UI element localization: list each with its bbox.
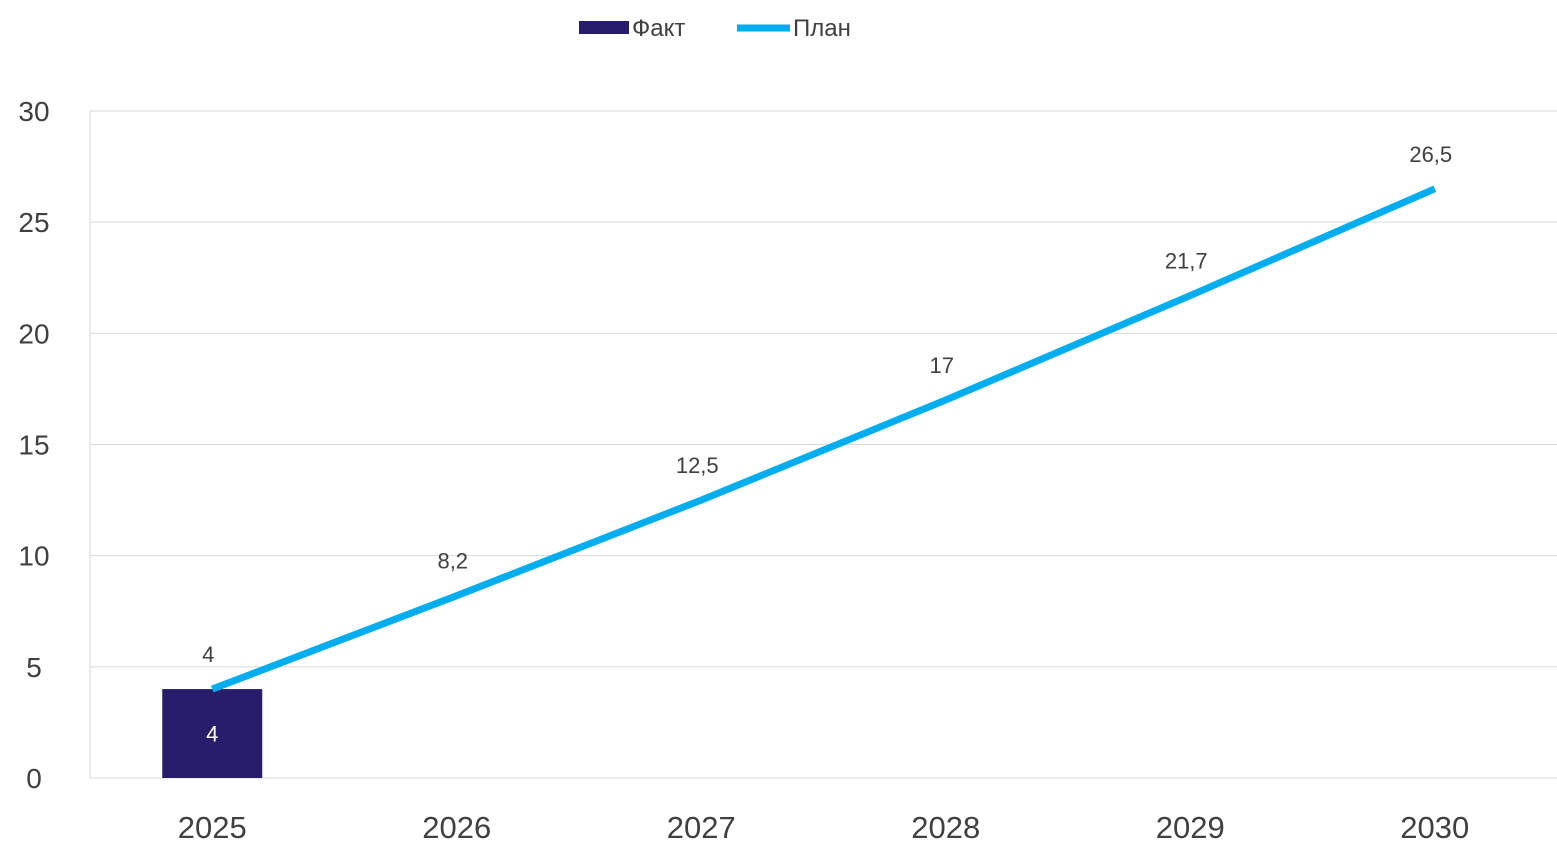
legend-label-fakt: Факт — [632, 15, 685, 42]
y-tick-label: 0 — [26, 763, 42, 794]
line-data-label: 21,7 — [1165, 249, 1208, 274]
legend: Факт План — [579, 15, 851, 42]
legend-swatch-fakt — [579, 21, 629, 34]
legend-label-plan: План — [793, 15, 851, 42]
bar-data-label: 4 — [206, 722, 218, 747]
plan-point — [1434, 188, 1436, 190]
x-tick-label: 2025 — [178, 810, 247, 840]
line-series-plan — [211, 185, 1437, 693]
y-tick-label: 5 — [26, 652, 42, 683]
x-tick-label: 2028 — [911, 810, 980, 840]
y-axis-ticks: 0 5 10 15 20 25 30 — [18, 96, 49, 794]
x-tick-label: 2027 — [667, 810, 736, 840]
y-tick-label: 20 — [18, 318, 49, 349]
plan-point — [211, 688, 213, 690]
plan-point — [456, 595, 458, 597]
plan-line — [211, 185, 1437, 693]
bar — [162, 689, 263, 778]
data-labels: 4 4 8,2 12,5 17 21,7 26,5 — [202, 142, 1452, 747]
x-tick-label: 2029 — [1156, 810, 1225, 840]
line-data-label: 8,2 — [437, 549, 468, 574]
plan-point — [945, 399, 947, 401]
x-axis-ticks: 2025 2026 2027 2028 2029 2030 — [178, 810, 1469, 845]
y-tick-label: 15 — [18, 430, 49, 461]
x-tick-label: 2030 — [1400, 810, 1469, 840]
gridlines — [89, 110, 1557, 779]
y-tick-label: 30 — [18, 96, 49, 127]
line-data-label: 17 — [930, 353, 954, 378]
line-data-label: 4 — [202, 642, 214, 667]
line-data-label: 26,5 — [1409, 142, 1452, 167]
bar-series-fakt — [162, 689, 263, 778]
x-tick-label: 2026 — [422, 810, 491, 840]
plan-point — [1189, 295, 1191, 297]
y-tick-label: 10 — [18, 541, 49, 572]
plan-point — [700, 499, 702, 501]
line-data-label: 12,5 — [676, 453, 719, 478]
y-tick-label: 25 — [18, 207, 49, 238]
